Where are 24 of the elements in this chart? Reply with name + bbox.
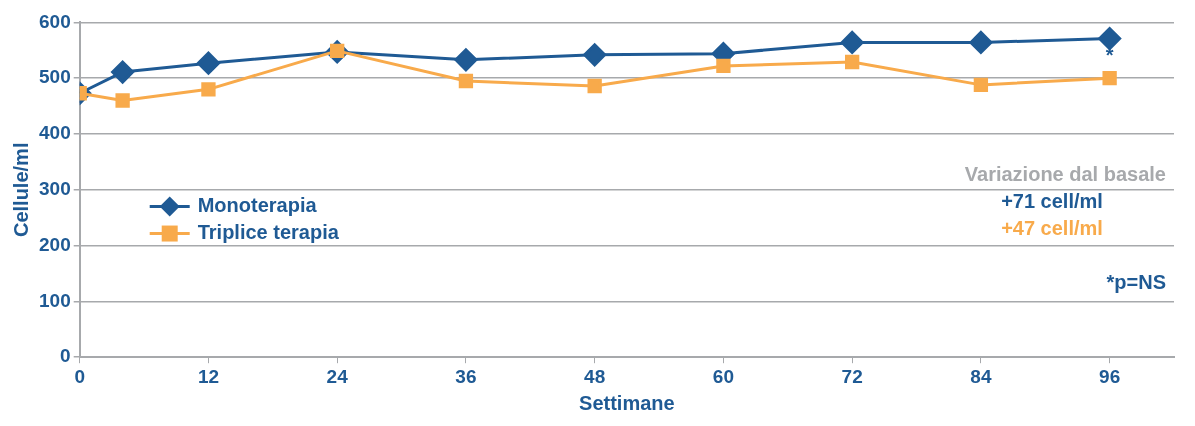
legend-label: Monoterapia	[197, 194, 318, 217]
x-tick-label: 60	[712, 365, 734, 387]
x-tick-label: 48	[584, 365, 606, 387]
annotation: Variazione dal basale	[964, 163, 1166, 186]
annotation: +47 cell/ml	[1001, 217, 1103, 240]
y-axis-title: Cellule/ml	[9, 142, 32, 238]
y-tick-label: 300	[39, 178, 71, 200]
y-tick-label: 200	[39, 233, 71, 255]
legend-label: Triplice terapia	[197, 221, 340, 244]
x-tick-label: 36	[455, 365, 477, 387]
y-tick-label: 400	[39, 122, 71, 144]
x-axis-title: Settimane	[579, 391, 675, 414]
x-tick-label: 12	[197, 365, 220, 387]
y-tick-label: 0	[60, 345, 71, 367]
annotation: +71 cell/ml	[1001, 190, 1103, 213]
y-tick-label: 100	[39, 289, 71, 311]
y-tick-label: 600	[39, 10, 71, 32]
x-tick-label: 0	[74, 365, 85, 387]
x-tick-label: 72	[841, 365, 863, 387]
y-tick-label: 500	[39, 66, 71, 88]
x-tick-label: 84	[970, 365, 992, 387]
annotation: *p=NS	[1106, 271, 1166, 294]
x-tick-label: 24	[326, 365, 349, 387]
x-tick-label: 96	[1099, 365, 1121, 387]
